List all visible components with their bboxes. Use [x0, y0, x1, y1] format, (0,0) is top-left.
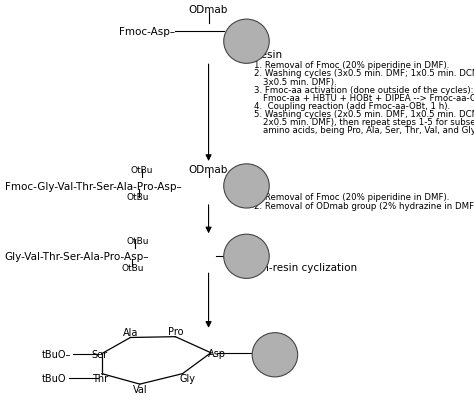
Text: amino acids, being Pro, Ala, Ser, Thr, Val, and Gly.: amino acids, being Pro, Ala, Ser, Thr, V… — [263, 126, 474, 134]
Text: On-resin cyclization: On-resin cyclization — [254, 263, 357, 272]
Text: Resin: Resin — [254, 51, 282, 60]
Text: 4.  Coupling reaction (add Fmoc-aa-OBt, 1 h).: 4. Coupling reaction (add Fmoc-aa-OBt, 1… — [254, 101, 450, 110]
Text: ODmab: ODmab — [189, 165, 228, 174]
Text: Pro: Pro — [168, 327, 183, 336]
Text: OtBu: OtBu — [121, 263, 144, 272]
Text: Val: Val — [133, 385, 147, 394]
Text: Fmoc-Gly-Val-Thr-Ser-Ala-Pro-Asp–: Fmoc-Gly-Val-Thr-Ser-Ala-Pro-Asp– — [5, 182, 182, 191]
Text: tBuO–: tBuO– — [42, 349, 71, 358]
Text: OtBu: OtBu — [126, 236, 149, 245]
Text: 1. Removal of Fmoc (20% piperidine in DMF).: 1. Removal of Fmoc (20% piperidine in DM… — [254, 61, 449, 69]
Text: Fmoc-Asp–: Fmoc-Asp– — [119, 27, 175, 37]
Text: Fmoc-aa + HBTU + HOBt + DIPEA --> Fmoc-aa-OBt: Fmoc-aa + HBTU + HOBt + DIPEA --> Fmoc-a… — [263, 93, 474, 102]
Text: 1. Removal of Fmoc (20% piperidine in DMF).: 1. Removal of Fmoc (20% piperidine in DM… — [254, 193, 449, 202]
Text: Asp: Asp — [208, 348, 226, 358]
Ellipse shape — [252, 333, 298, 377]
Text: 2. Washing cycles (3x0.5 min. DMF; 1x0.5 min. DCM;: 2. Washing cycles (3x0.5 min. DMF; 1x0.5… — [254, 69, 474, 78]
Text: OtBu: OtBu — [131, 165, 154, 174]
Text: tBuO: tBuO — [42, 373, 66, 383]
Text: 3x0.5 min. DMF).: 3x0.5 min. DMF). — [263, 77, 337, 86]
Text: 5. Washing cycles (2x0.5 min. DMF, 1x0.5 min. DCM,: 5. Washing cycles (2x0.5 min. DMF, 1x0.5… — [254, 109, 474, 118]
Text: ODmab: ODmab — [189, 5, 228, 15]
Ellipse shape — [224, 20, 269, 64]
Text: Gly-Val-Thr-Ser-Ala-Pro-Asp–: Gly-Val-Thr-Ser-Ala-Pro-Asp– — [5, 252, 149, 261]
Text: Thr: Thr — [92, 374, 109, 383]
Text: 2. Removal of ODmab group (2% hydrazine in DMF).: 2. Removal of ODmab group (2% hydrazine … — [254, 201, 474, 210]
Text: Gly: Gly — [179, 374, 195, 383]
Text: 2x0.5 min. DMF), then repeat steps 1-5 for subsequent: 2x0.5 min. DMF), then repeat steps 1-5 f… — [263, 117, 474, 126]
Text: Ala: Ala — [123, 328, 138, 337]
Ellipse shape — [224, 164, 269, 209]
Text: Ser: Ser — [91, 349, 108, 358]
Text: 3. Fmoc-aa activation (done outside of the cycles):: 3. Fmoc-aa activation (done outside of t… — [254, 85, 473, 94]
Text: OtBu: OtBu — [126, 193, 149, 202]
Ellipse shape — [224, 235, 269, 279]
